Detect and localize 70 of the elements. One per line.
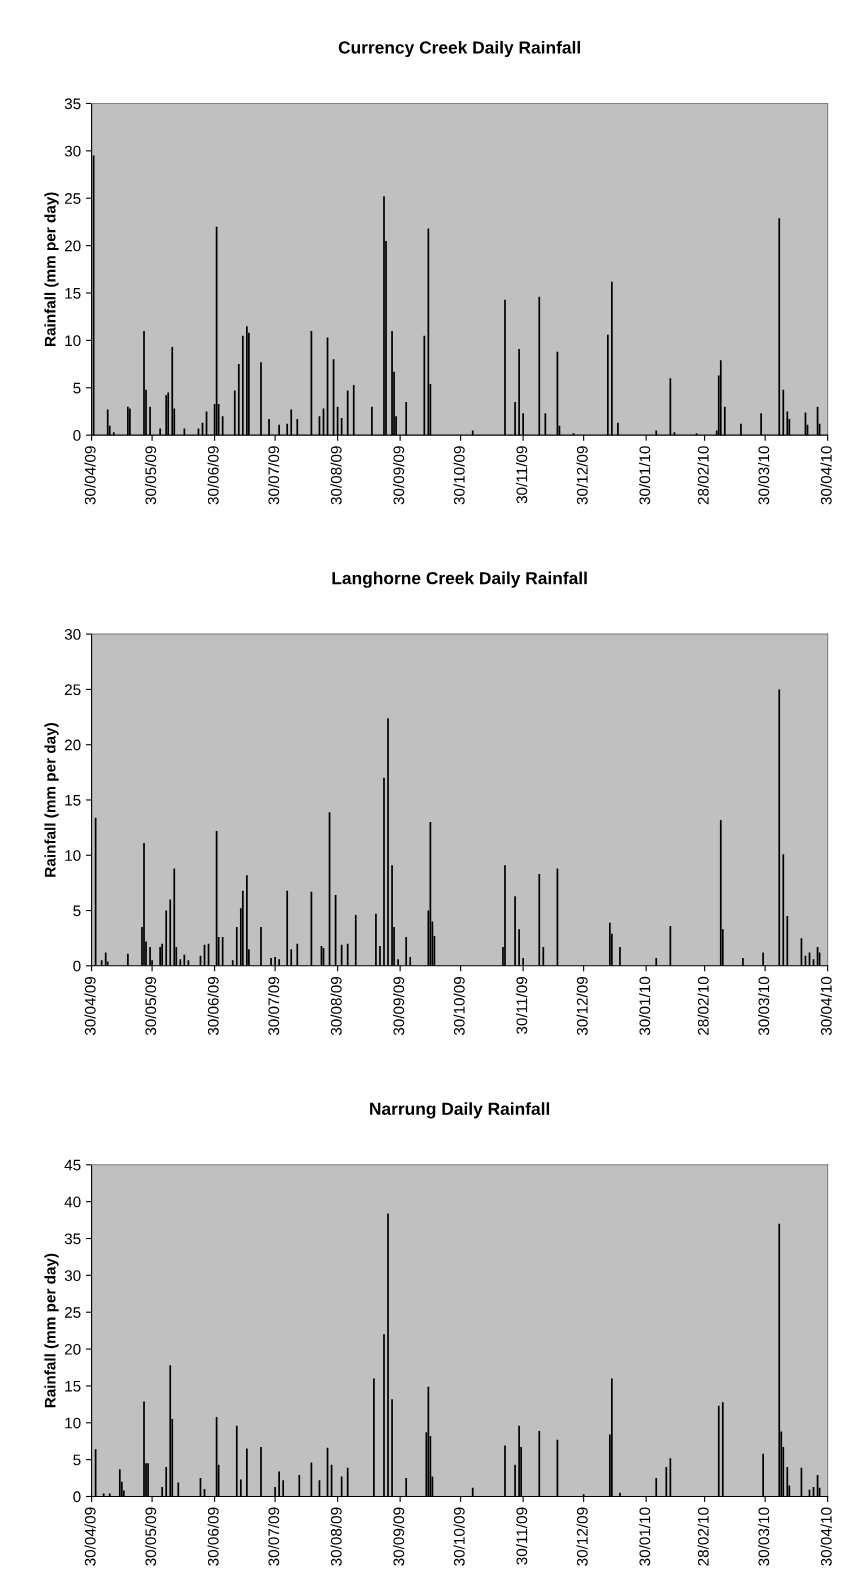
x-tick-label: 30/06/09 bbox=[207, 976, 219, 1036]
x-tick-label: 30/08/09 bbox=[330, 976, 342, 1036]
x-tick-label: 30/12/09 bbox=[576, 976, 588, 1036]
y-axis-title: Rainfall (mm per day) bbox=[44, 1253, 59, 1408]
x-tick-label: 30/07/09 bbox=[267, 446, 280, 505]
y-tick-label: 20 bbox=[64, 1343, 81, 1355]
x-tick-label: 30/11/09 bbox=[516, 976, 528, 1034]
y-tick-label: 35 bbox=[64, 98, 81, 110]
x-tick-label: 28/02/10 bbox=[697, 446, 709, 505]
y-tick-label: 15 bbox=[65, 288, 81, 299]
x-tick-label: 30/05/09 bbox=[144, 446, 157, 505]
y-axis-title: Rainfall (mm per day) bbox=[44, 192, 59, 346]
x-tick-label: 28/02/10 bbox=[697, 1507, 709, 1566]
y-tick-label: 25 bbox=[64, 193, 81, 204]
y-tick-label: 30 bbox=[64, 1270, 81, 1282]
y-tick-label: 15 bbox=[65, 795, 81, 806]
x-tick-label: 30/01/10 bbox=[639, 1507, 651, 1566]
x-tick-label: 30/11/09 bbox=[516, 446, 528, 504]
x-tick-label: 30/09/09 bbox=[393, 446, 405, 505]
x-tick-label: 30/12/09 bbox=[576, 1507, 588, 1566]
x-tick-label: 30/03/10 bbox=[758, 1507, 770, 1566]
y-tick-label: 5 bbox=[73, 1454, 81, 1466]
chart-title: Currency Creek Daily Rainfall bbox=[338, 40, 580, 58]
y-tick-label: 0 bbox=[73, 960, 81, 972]
x-tick-label: 30/06/09 bbox=[207, 446, 219, 505]
y-tick-label: 20 bbox=[64, 240, 81, 252]
x-tick-label: 30/07/09 bbox=[267, 976, 280, 1036]
y-tick-label: 10 bbox=[65, 335, 81, 347]
x-tick-label: 30/10/09 bbox=[453, 1507, 465, 1566]
x-tick-label: 30/04/10 bbox=[820, 446, 832, 505]
y-tick-label: 35 bbox=[64, 1233, 81, 1245]
y-tick-label: 45 bbox=[64, 1159, 81, 1171]
y-tick-label: 20 bbox=[64, 739, 81, 751]
x-tick-label: 30/11/09 bbox=[516, 1507, 528, 1565]
y-tick-label: 5 bbox=[73, 382, 81, 394]
x-tick-label: 30/01/10 bbox=[639, 976, 651, 1036]
x-tick-label: 30/05/09 bbox=[144, 976, 157, 1036]
x-tick-label: 30/04/10 bbox=[820, 1507, 832, 1566]
x-tick-label: 30/04/10 bbox=[820, 976, 832, 1036]
chart-title: Langhorne Creek Daily Rainfall bbox=[332, 571, 587, 588]
y-tick-label: 30 bbox=[64, 629, 81, 640]
x-tick-label: 30/04/09 bbox=[84, 446, 96, 505]
x-tick-label: 30/06/09 bbox=[207, 1507, 219, 1566]
y-tick-label: 10 bbox=[65, 850, 81, 861]
x-tick-label: 30/03/10 bbox=[758, 976, 770, 1036]
x-tick-label: 30/04/09 bbox=[84, 976, 96, 1036]
y-tick-label: 25 bbox=[64, 684, 81, 696]
x-tick-label: 30/03/10 bbox=[758, 446, 770, 505]
y-tick-label: 15 bbox=[65, 1380, 81, 1392]
x-tick-label: 30/10/09 bbox=[453, 446, 465, 505]
y-tick-label: 5 bbox=[73, 905, 81, 917]
y-tick-label: 0 bbox=[73, 430, 81, 441]
x-tick-label: 30/08/09 bbox=[330, 446, 342, 505]
x-tick-label: 30/12/09 bbox=[576, 446, 588, 505]
y-tick-label: 10 bbox=[65, 1417, 81, 1429]
x-tick-label: 28/02/10 bbox=[697, 976, 709, 1035]
x-tick-label: 30/05/09 bbox=[144, 1507, 157, 1566]
x-tick-label: 30/07/09 bbox=[267, 1507, 280, 1566]
x-tick-label: 30/04/09 bbox=[84, 1507, 96, 1566]
x-tick-label: 30/01/10 bbox=[639, 446, 651, 505]
y-tick-label: 0 bbox=[73, 1491, 81, 1503]
x-tick-label: 30/08/09 bbox=[330, 1507, 342, 1566]
x-tick-label: 30/09/09 bbox=[393, 976, 405, 1036]
x-tick-label: 30/09/09 bbox=[393, 1507, 405, 1566]
x-tick-label: 30/10/09 bbox=[453, 976, 465, 1036]
chart-title: Narrung Daily Rainfall bbox=[370, 1102, 550, 1119]
y-axis-title: Rainfall (mm per day) bbox=[44, 723, 59, 877]
y-tick-label: 30 bbox=[64, 145, 81, 157]
y-tick-label: 25 bbox=[64, 1307, 81, 1318]
y-tick-label: 40 bbox=[64, 1196, 81, 1208]
